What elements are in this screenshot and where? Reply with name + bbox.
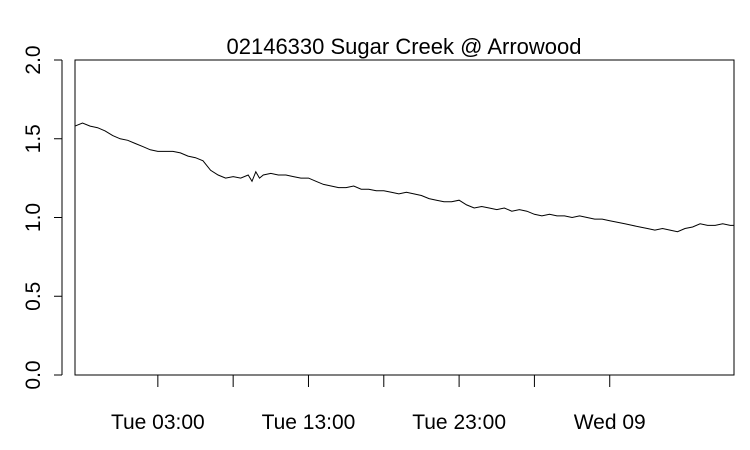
chart-title: 02146330 Sugar Creek @ Arrowood [227,34,582,59]
y-tick-label: 1.5 [22,124,45,153]
series-layer [74,122,734,233]
x-tick-label: Tue 03:00 [111,411,205,434]
y-tick-label: 1.0 [22,203,45,232]
x-tick-label: Tue 23:00 [412,411,506,434]
x-axis: Tue 03:00 Tue 13:00 Tue 23:00 Wed 09 [111,374,646,434]
y-tick-label: 2.0 [22,45,45,74]
y-tick-label: 0.0 [22,360,45,389]
x-tick-label: Wed 09 [574,411,646,434]
y-axis: 0.0 0.5 1.0 1.5 2.0 [22,45,63,390]
x-tick-label: Tue 13:00 [262,411,356,434]
plot-area [74,59,735,376]
series-line [74,122,734,233]
y-tick-label: 0.5 [22,282,45,311]
